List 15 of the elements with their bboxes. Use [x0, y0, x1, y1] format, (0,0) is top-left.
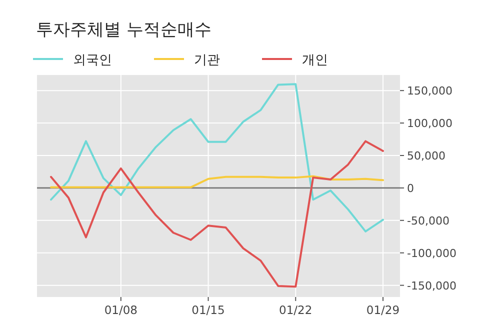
y-tick-label: -50,000 — [407, 214, 450, 228]
x-tick-label: 01/15 — [192, 303, 225, 317]
x-tick-label: 01/29 — [366, 303, 400, 317]
y-tick-label: -100,000 — [407, 246, 456, 260]
legend-label: 기관 — [194, 53, 220, 68]
chart-title: 투자주체별 누적순매수 — [36, 20, 212, 40]
y-tick-label: 0 — [407, 182, 414, 195]
x-tick-label: 01/08 — [104, 303, 138, 317]
y-tick-label: -150,000 — [407, 279, 456, 292]
y-tick-label: 150,000 — [407, 84, 452, 98]
y-tick-label: 50,000 — [407, 149, 446, 162]
legend-label: 외국인 — [73, 53, 112, 68]
x-tick-label: 01/22 — [279, 303, 312, 317]
legend-label: 개인 — [302, 53, 328, 68]
y-tick-label: 100,000 — [407, 117, 452, 130]
